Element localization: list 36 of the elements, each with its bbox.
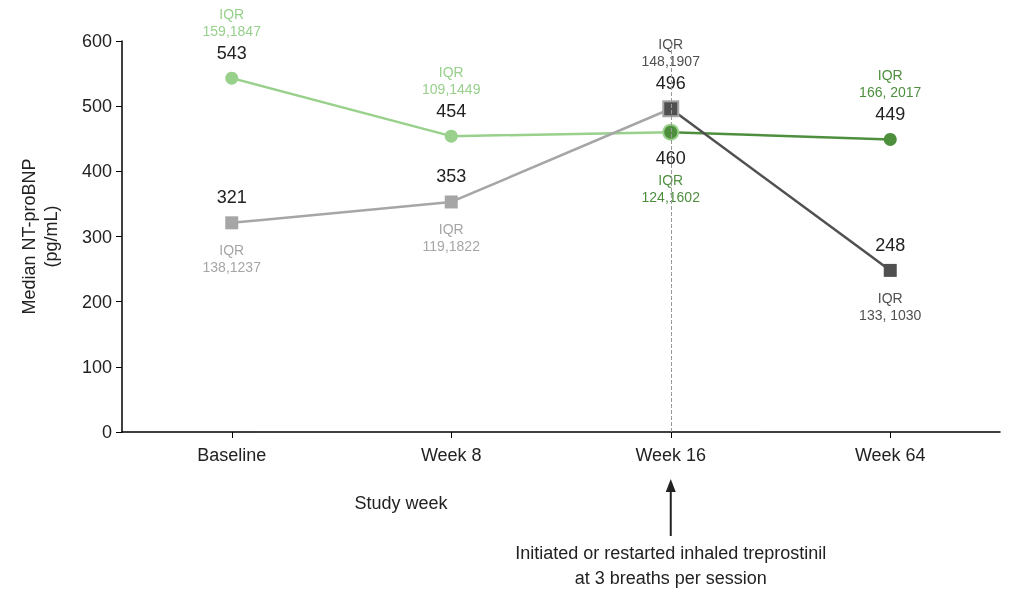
point — [225, 216, 239, 230]
point — [444, 195, 458, 209]
x-tick-label: Week 8 — [420, 445, 482, 465]
point — [225, 71, 239, 85]
point — [444, 129, 458, 143]
point — [883, 263, 897, 277]
data-label: 248 — [875, 234, 906, 255]
point — [883, 132, 897, 146]
x-tick-label: Week 64 — [854, 445, 926, 465]
data-label: 353 — [436, 166, 467, 187]
y-tick-label: 500 — [81, 96, 112, 117]
y-tick-label: 0 — [101, 422, 112, 442]
data-label: 449 — [875, 103, 906, 124]
annotation: IQR 133, 1030 — [859, 289, 922, 323]
annotation: IQR 124,1602 — [641, 171, 701, 205]
annotation: IQR 159,1847 — [202, 5, 262, 39]
y-tick-label: 200 — [81, 291, 112, 312]
annotation: IQR 148,1907 — [641, 36, 701, 70]
y-axis-title: Median NT-proBNP (pg/mL) — [19, 158, 61, 315]
data-label: 460 — [655, 147, 686, 168]
x-tick-label: Week 16 — [635, 445, 707, 465]
y-tick-label: 600 — [81, 31, 112, 51]
annotation: IQR 109,1449 — [422, 63, 481, 97]
data-label: 496 — [655, 73, 686, 94]
data-label: 454 — [436, 100, 467, 121]
y-tick-label: 400 — [81, 161, 112, 182]
data-label: 321 — [216, 187, 247, 208]
annotation: IQR 138,1237 — [202, 242, 262, 276]
annotation: IQR 119,1822 — [422, 221, 481, 255]
y-tick-label: 300 — [81, 226, 112, 247]
text: Initiated or restarted inhaled treprostinil at 3 breaths per session — [515, 542, 827, 588]
y-tick-label: 100 — [81, 356, 112, 377]
annotation: IQR 166, 2017 — [859, 66, 922, 100]
x-axis-title: Study week — [354, 493, 449, 513]
x-tick-label: Baseline — [197, 445, 267, 465]
data-label: 543 — [216, 42, 247, 63]
